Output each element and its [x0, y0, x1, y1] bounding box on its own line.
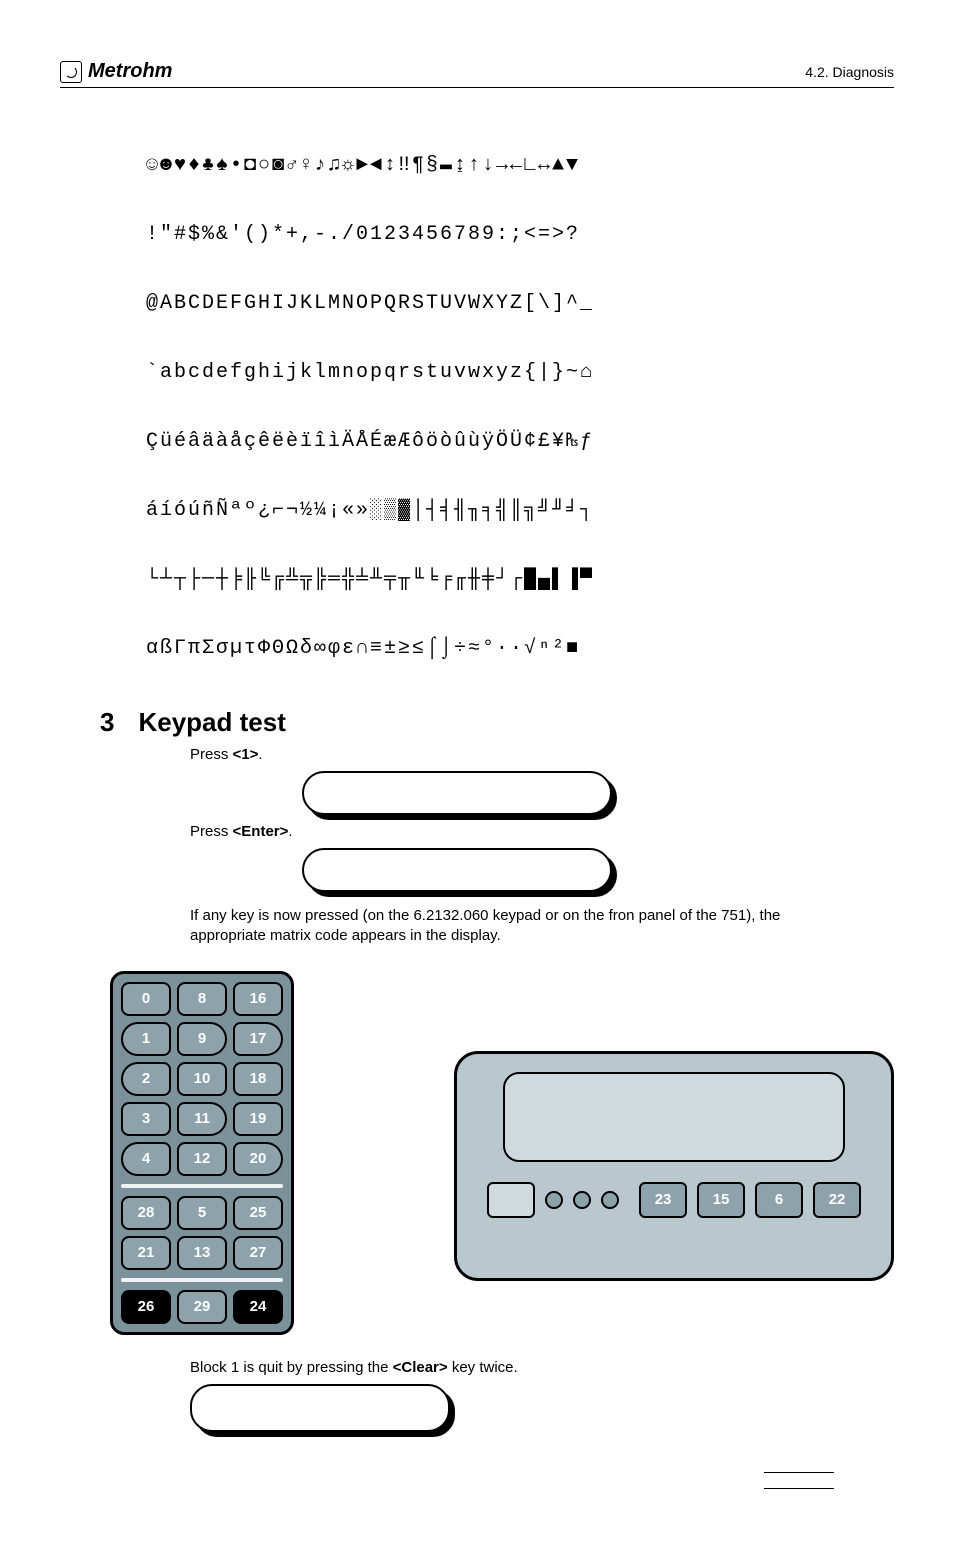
- keypad-key[interactable]: 25: [233, 1196, 283, 1230]
- keypad-key[interactable]: 27: [233, 1236, 283, 1270]
- front-panel-screen: [503, 1072, 845, 1162]
- keypad-key[interactable]: 24: [233, 1290, 283, 1324]
- front-panel-blank-button[interactable]: [487, 1182, 535, 1218]
- keypad-key[interactable]: 13: [177, 1236, 227, 1270]
- section-number: 3: [100, 707, 114, 738]
- keypad-key[interactable]: 10: [177, 1062, 227, 1096]
- quit-instruction: Block 1 is quit by pressing the <Clear> …: [190, 1359, 894, 1376]
- keypad-key[interactable]: 1: [121, 1022, 171, 1056]
- keypad-row: 1 9 17: [121, 1022, 283, 1056]
- char-row: !"#$%&'()*+,-./0123456789:;<=>?: [146, 223, 854, 246]
- char-row: `abcdefghijklmnopqrstuvwxyz{|}~⌂: [146, 361, 854, 384]
- instructions-block: Press <Enter>.: [190, 823, 854, 840]
- front-panel-key[interactable]: 22: [813, 1182, 861, 1218]
- keypad-key[interactable]: 19: [233, 1102, 283, 1136]
- keypad-key[interactable]: 5: [177, 1196, 227, 1230]
- front-panel-key[interactable]: 23: [639, 1182, 687, 1218]
- front-panel-key[interactable]: 15: [697, 1182, 745, 1218]
- lcd-display-wrapper: [20, 771, 894, 815]
- char-row: áíóúñÑªº¿⌐¬½¼¡«»░▒▓│┤╡╢╖╕╣║╗╝╜╛┐: [146, 499, 854, 522]
- section-reference: 4.2. Diagnosis: [805, 64, 894, 80]
- brand-name: Metrohm: [88, 60, 172, 83]
- key-label: <1>: [233, 746, 259, 763]
- char-row: @ABCDEFGHIJKLMNOPQRSTUVWXYZ[\]^_: [146, 292, 854, 315]
- indicator-dot: [573, 1191, 591, 1209]
- press-enter-instruction: Press <Enter>.: [190, 823, 854, 840]
- keypad-row: 28 5 25: [121, 1196, 283, 1230]
- text: key twice.: [448, 1359, 518, 1376]
- matrix-paragraph-wrap: If any key is now pressed (on the 6.2132…: [190, 906, 854, 947]
- indicator-dot: [601, 1191, 619, 1209]
- press-1-instruction: Press <1>.: [190, 746, 854, 763]
- keypad-key[interactable]: 2: [121, 1062, 171, 1096]
- keypad-key[interactable]: 11: [177, 1102, 227, 1136]
- indicator-dot: [545, 1191, 563, 1209]
- matrix-paragraph: If any key is now pressed (on the 6.2132…: [190, 906, 854, 947]
- lcd-display-wrapper: [190, 1384, 894, 1432]
- keypad-key[interactable]: 4: [121, 1142, 171, 1176]
- keypad-key[interactable]: 8: [177, 982, 227, 1016]
- keypad: 0 8 16 1 9 17 2 10 18 3 11 19 4 12 20 28…: [110, 971, 294, 1335]
- character-chart: ☺☻♥♦♣♠•◘○◙♂♀♪♫☼►◄↕‼¶§▬↨↑↓→←∟↔▲▼ !"#$%&'(…: [146, 108, 854, 683]
- panel-row: 0 8 16 1 9 17 2 10 18 3 11 19 4 12 20 28…: [110, 971, 894, 1335]
- lcd-display: [302, 771, 612, 815]
- footer-mark-line: [764, 1488, 834, 1489]
- lcd-display: [190, 1384, 450, 1432]
- keypad-key[interactable]: 26: [121, 1290, 171, 1324]
- text: Block 1 is quit by pressing the: [190, 1359, 393, 1376]
- keypad-divider: [121, 1278, 283, 1282]
- keypad-divider: [121, 1184, 283, 1188]
- instructions-block: Press <1>.: [190, 746, 854, 763]
- lcd-display: [302, 848, 612, 892]
- keypad-row: 21 13 27: [121, 1236, 283, 1270]
- keypad-key[interactable]: 16: [233, 982, 283, 1016]
- front-panel-button-row: 23 15 6 22: [487, 1182, 861, 1218]
- keypad-key[interactable]: 29: [177, 1290, 227, 1324]
- front-panel-key[interactable]: 6: [755, 1182, 803, 1218]
- text: Press: [190, 823, 233, 840]
- keypad-key[interactable]: 18: [233, 1062, 283, 1096]
- section-heading: 3 Keypad test: [100, 707, 894, 738]
- front-panel: 23 15 6 22: [454, 1051, 894, 1281]
- char-row: αßΓπΣσµτΦΘΩδ∞φε∩≡±≥≤⌠⌡÷≈°∙·√ⁿ²■: [146, 637, 854, 660]
- lcd-display-wrapper: [20, 848, 894, 892]
- key-label: <Clear>: [393, 1359, 448, 1376]
- keypad-row: 3 11 19: [121, 1102, 283, 1136]
- text: .: [288, 823, 292, 840]
- footer-mark-line: [764, 1472, 834, 1473]
- keypad-key[interactable]: 9: [177, 1022, 227, 1056]
- keypad-key[interactable]: 21: [121, 1236, 171, 1270]
- keypad-row: 2 10 18: [121, 1062, 283, 1096]
- char-row: └┴┬├─┼╞╟╚╔╩╦╠═╬╧╨╤╥╙╘╒╓╫╪┘┌█▄▌▐▀: [146, 568, 854, 591]
- keypad-key[interactable]: 3: [121, 1102, 171, 1136]
- page-header: Metrohm 4.2. Diagnosis: [60, 60, 894, 88]
- keypad-row: 4 12 20: [121, 1142, 283, 1176]
- keypad-key[interactable]: 0: [121, 982, 171, 1016]
- section-title: Keypad test: [138, 707, 285, 738]
- key-label: <Enter>: [233, 823, 289, 840]
- char-row: ÇüéâäàåçêëèïîìÄÅÉæÆôöòûùÿÖÜ¢£¥₧ƒ: [146, 430, 854, 453]
- keypad-key[interactable]: 20: [233, 1142, 283, 1176]
- keypad-row: 26 29 24: [121, 1290, 283, 1324]
- brand-logo: Metrohm: [60, 60, 172, 83]
- metrohm-icon: [60, 61, 82, 83]
- keypad-row: 0 8 16: [121, 982, 283, 1016]
- keypad-key[interactable]: 17: [233, 1022, 283, 1056]
- char-row: ☺☻♥♦♣♠•◘○◙♂♀♪♫☼►◄↕‼¶§▬↨↑↓→←∟↔▲▼: [146, 154, 854, 177]
- keypad-key[interactable]: 28: [121, 1196, 171, 1230]
- text: .: [258, 746, 262, 763]
- keypad-key[interactable]: 12: [177, 1142, 227, 1176]
- text: Press: [190, 746, 233, 763]
- footer-marks: [60, 1472, 894, 1512]
